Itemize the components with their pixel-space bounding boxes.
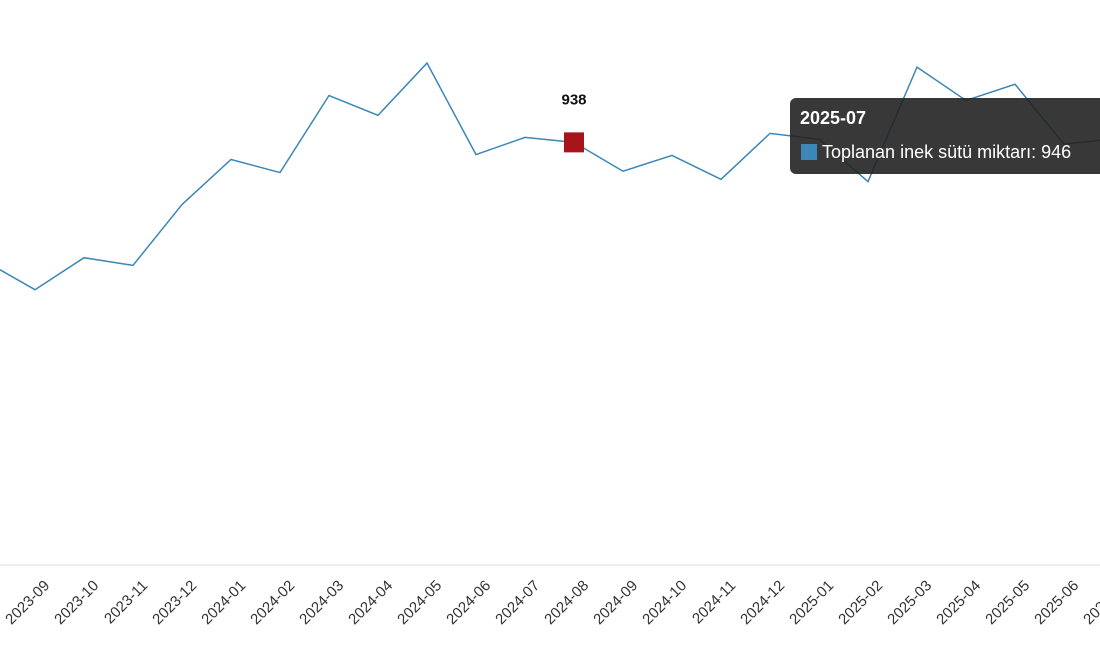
x-tick-label: 2024-05 (394, 577, 445, 628)
series-line (0, 61, 1100, 291)
tooltip-box (790, 98, 1100, 174)
highlight-marker (564, 132, 584, 153)
x-tick-label: 2025-06 (1031, 577, 1082, 628)
x-tick-label: 2024-07 (492, 577, 543, 628)
x-tick-label: 2024-11 (689, 577, 739, 627)
x-tick-label: 2023-09 (2, 577, 53, 628)
x-tick-label: 2024-02 (247, 577, 298, 628)
x-tick-label: 2025-05 (982, 577, 1033, 628)
data-label: 938 (561, 91, 586, 108)
x-tick-label: 2024-04 (345, 577, 396, 628)
tooltip-text: Toplanan inek sütü miktarı: 946 (822, 142, 1071, 162)
x-tick-label: 2024-01 (198, 577, 249, 628)
x-tick-label: 2025-03 (884, 577, 935, 628)
x-tick-label: 2025-01 (786, 577, 837, 628)
x-tick-label: 2024-09 (590, 577, 641, 628)
x-tick-label: 2024-06 (443, 577, 494, 628)
x-tick-label: 2024-12 (737, 577, 788, 628)
tooltip-swatch (801, 144, 817, 160)
x-tick-label: 2025-04 (933, 577, 984, 628)
x-tick-label: 2024-08 (541, 577, 592, 628)
x-tick-label: 2024-03 (296, 577, 347, 628)
x-tick-label: 2023-10 (51, 577, 102, 628)
tooltip: 2025-07 Toplanan inek sütü miktarı: 946 (790, 98, 1100, 174)
x-tick-label: 2024-10 (639, 577, 690, 628)
x-tick-label: 2023-12 (149, 577, 200, 628)
x-tick-label: 2025-02 (835, 577, 886, 628)
x-tick-label: 2023-11 (101, 577, 151, 627)
tooltip-title: 2025-07 (800, 108, 866, 128)
x-tick-label: 2025-07 (1080, 577, 1100, 628)
